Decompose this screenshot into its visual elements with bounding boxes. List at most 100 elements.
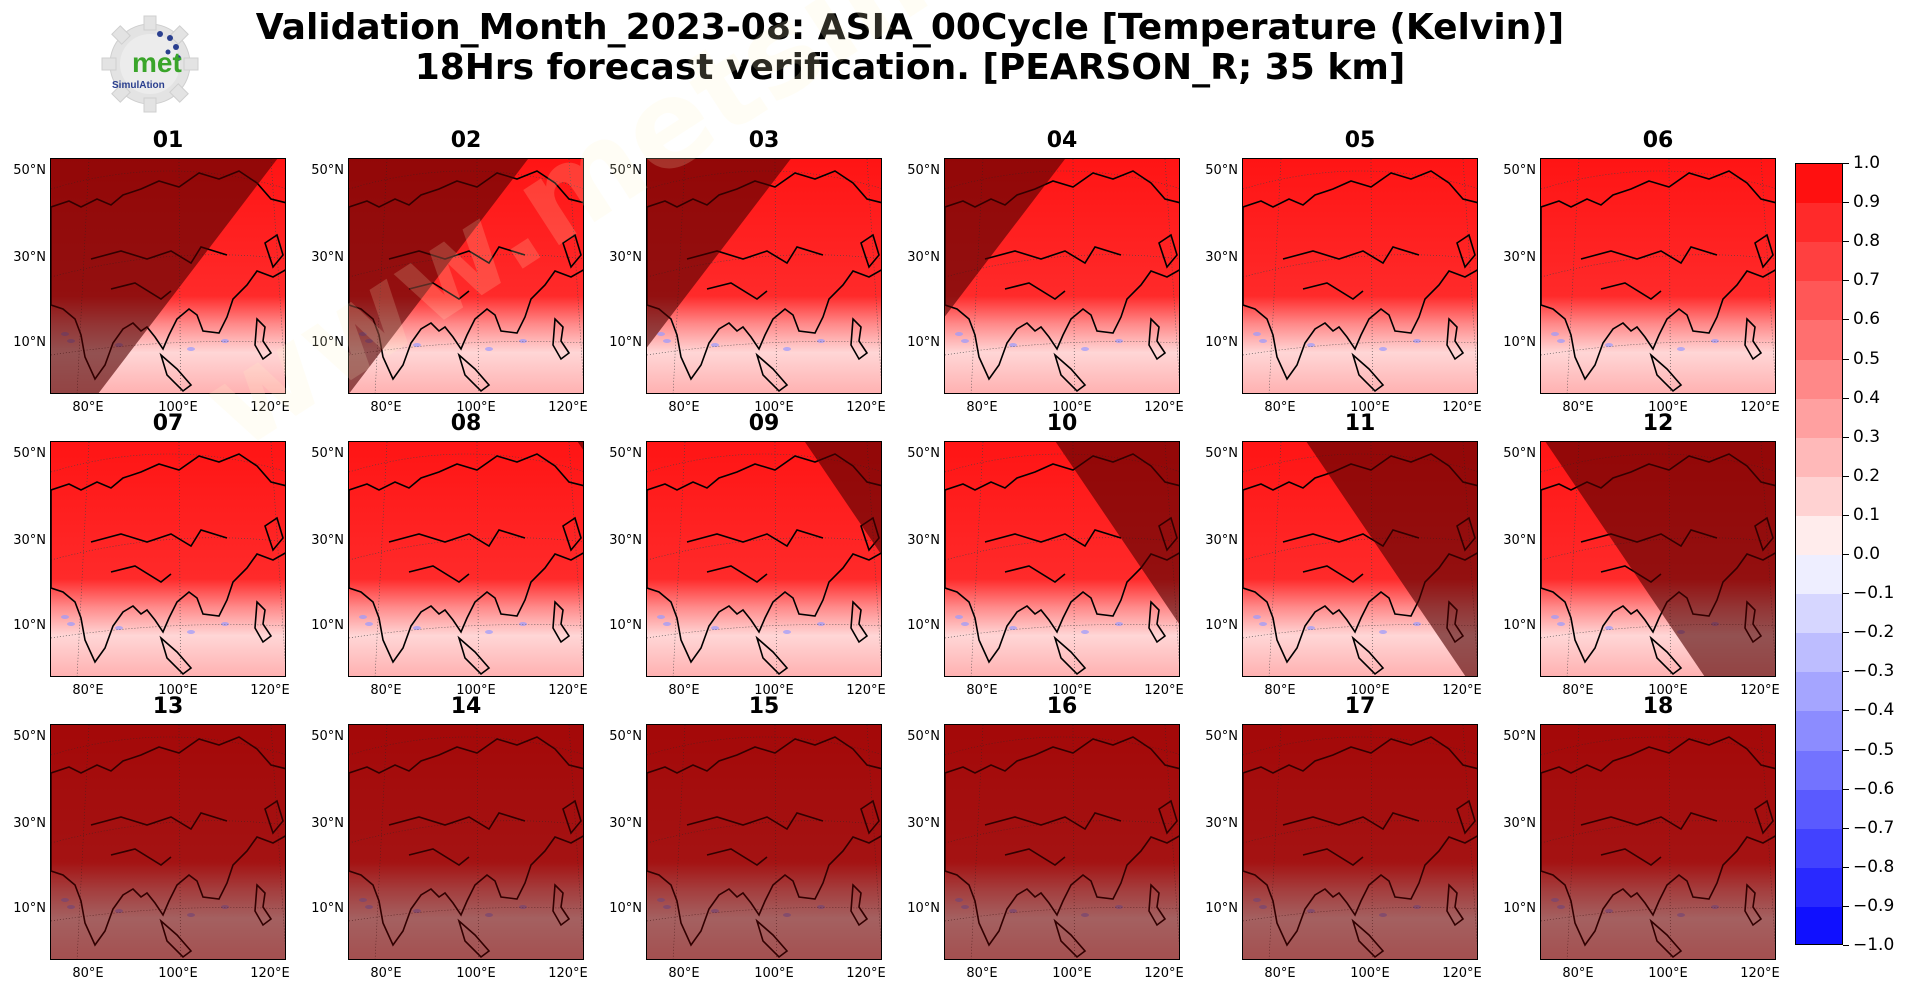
lon-tick-label: 100°E	[1350, 400, 1390, 415]
lon-tick-label: 120°E	[1740, 966, 1780, 981]
lat-tick-label: 50°N	[609, 163, 642, 178]
lat-tick-label: 30°N	[1205, 250, 1238, 265]
lon-tick-label: 120°E	[1144, 683, 1184, 698]
correlation-map	[1242, 158, 1478, 394]
panel-title: 09	[748, 411, 780, 436]
lon-tick-label: 100°E	[1350, 966, 1390, 981]
colorbar-tick-label: −0.6	[1853, 778, 1895, 799]
panel-title: 12	[1642, 411, 1674, 436]
correlation-map	[646, 441, 882, 677]
met-simulation-logo: met SimulAtion	[98, 12, 202, 116]
colorbar-segment	[1796, 164, 1842, 204]
lat-tick-label: 10°N	[1205, 901, 1238, 916]
correlation-map	[1540, 441, 1776, 677]
lon-tick-label: 80°E	[668, 400, 700, 415]
lat-tick-label: 50°N	[609, 729, 642, 744]
panel-title: 16	[1046, 694, 1078, 719]
lon-tick-label: 100°E	[158, 966, 198, 981]
panel-title: 11	[1344, 411, 1376, 436]
lon-tick-label: 120°E	[548, 400, 588, 415]
lat-tick-label: 30°N	[907, 250, 940, 265]
lat-tick-label: 50°N	[13, 163, 46, 178]
lon-tick-label: 120°E	[1442, 400, 1482, 415]
map-panel-06: 06 50°N 30°N 10°N 80°E 100°E 120°E	[1503, 128, 1780, 415]
lat-tick-label: 10°N	[907, 618, 940, 633]
correlation-map	[1540, 158, 1776, 394]
correlation-map	[50, 441, 286, 677]
svg-text:met: met	[132, 47, 182, 78]
lat-tick-label: 30°N	[13, 816, 46, 831]
correlation-map	[1242, 724, 1478, 960]
colorbar-tick-label: −1.0	[1853, 935, 1895, 955]
panel-title: 04	[1046, 128, 1078, 153]
colorbar-tick-label: 0.7	[1853, 270, 1881, 291]
lon-tick-label: 80°E	[72, 966, 104, 981]
colorbar-segment	[1796, 594, 1842, 634]
lat-tick-label: 10°N	[1205, 618, 1238, 633]
colorbar-tick-label: −0.3	[1853, 661, 1895, 682]
lat-tick-label: 10°N	[907, 901, 940, 916]
lon-tick-label: 100°E	[456, 683, 496, 698]
colorbar-tick-label: 0.5	[1853, 348, 1881, 369]
lat-tick-label: 10°N	[13, 901, 46, 916]
map-panel-10: 10 50°N 30°N 10°N 80°E 100°E 120°E	[907, 411, 1184, 698]
lat-tick-label: 30°N	[13, 250, 46, 265]
lat-tick-label: 10°N	[907, 335, 940, 350]
lon-tick-label: 80°E	[370, 966, 402, 981]
colorbar-tick-label: −0.1	[1853, 583, 1895, 604]
lon-tick-label: 100°E	[1052, 966, 1092, 981]
colorbar-segment	[1796, 672, 1842, 712]
panel-title: 18	[1642, 694, 1674, 719]
lon-tick-label: 120°E	[1144, 400, 1184, 415]
colorbar-tick-label: −0.5	[1853, 739, 1895, 760]
map-panel-17: 17 50°N 30°N 10°N 80°E 100°E 120°E	[1205, 694, 1482, 981]
lon-tick-label: 120°E	[548, 966, 588, 981]
lat-tick-label: 30°N	[1205, 533, 1238, 548]
lon-tick-label: 80°E	[72, 400, 104, 415]
lat-tick-label: 30°N	[907, 816, 940, 831]
lat-tick-label: 50°N	[1503, 729, 1536, 744]
colorbar-segment	[1796, 203, 1842, 243]
colorbar-segment	[1796, 359, 1842, 400]
lat-tick-label: 30°N	[1503, 816, 1536, 831]
lat-tick-label: 10°N	[1503, 618, 1536, 633]
lon-tick-label: 120°E	[1740, 683, 1780, 698]
colorbar-tick-label: 0.1	[1853, 504, 1881, 525]
lat-tick-label: 30°N	[311, 533, 344, 548]
lon-tick-label: 120°E	[1144, 966, 1184, 981]
lon-tick-label: 80°E	[966, 400, 998, 415]
page-title: Validation_Month_2023-08: ASIA_00Cycle […	[240, 8, 1580, 88]
correlation-map	[348, 724, 584, 960]
lon-tick-label: 80°E	[370, 683, 402, 698]
panel-title: 15	[748, 694, 780, 719]
colorbar-segment	[1796, 828, 1842, 869]
lat-tick-label: 10°N	[13, 618, 46, 633]
lat-tick-label: 30°N	[1205, 816, 1238, 831]
lon-tick-label: 80°E	[1562, 966, 1594, 981]
panel-title: 01	[152, 128, 184, 153]
correlation-map	[348, 158, 584, 394]
lon-tick-label: 120°E	[250, 683, 290, 698]
map-panel-13: 13 50°N 30°N 10°N 80°E 100°E 120°E	[13, 694, 290, 981]
panel-title: 06	[1642, 128, 1674, 153]
map-panel-02: 02 50°N 30°N 10°N 80°E 100°E 120°E	[311, 128, 588, 415]
lat-tick-label: 30°N	[907, 533, 940, 548]
map-panel-18: 18 50°N 30°N 10°N 80°E 100°E 120°E	[1503, 694, 1780, 981]
map-panel-05: 05 50°N 30°N 10°N 80°E 100°E 120°E	[1205, 128, 1482, 415]
lat-tick-label: 10°N	[311, 901, 344, 916]
colorbar-tick-label: 0.9	[1853, 192, 1881, 213]
lat-tick-label: 50°N	[311, 446, 344, 461]
colorbar-segment	[1796, 320, 1842, 360]
panel-title: 02	[450, 128, 482, 153]
lat-tick-label: 30°N	[311, 250, 344, 265]
colorbar-tick-label: 0.0	[1853, 544, 1881, 564]
lon-tick-label: 100°E	[754, 966, 794, 981]
lat-tick-label: 50°N	[1205, 729, 1238, 744]
colorbar-segment	[1796, 789, 1842, 830]
colorbar	[1795, 163, 1843, 945]
lon-tick-label: 80°E	[668, 683, 700, 698]
colorbar-tick-label: 0.6	[1853, 309, 1881, 330]
lon-tick-label: 100°E	[1052, 683, 1092, 698]
colorbar-tick-label: 0.4	[1853, 387, 1881, 408]
